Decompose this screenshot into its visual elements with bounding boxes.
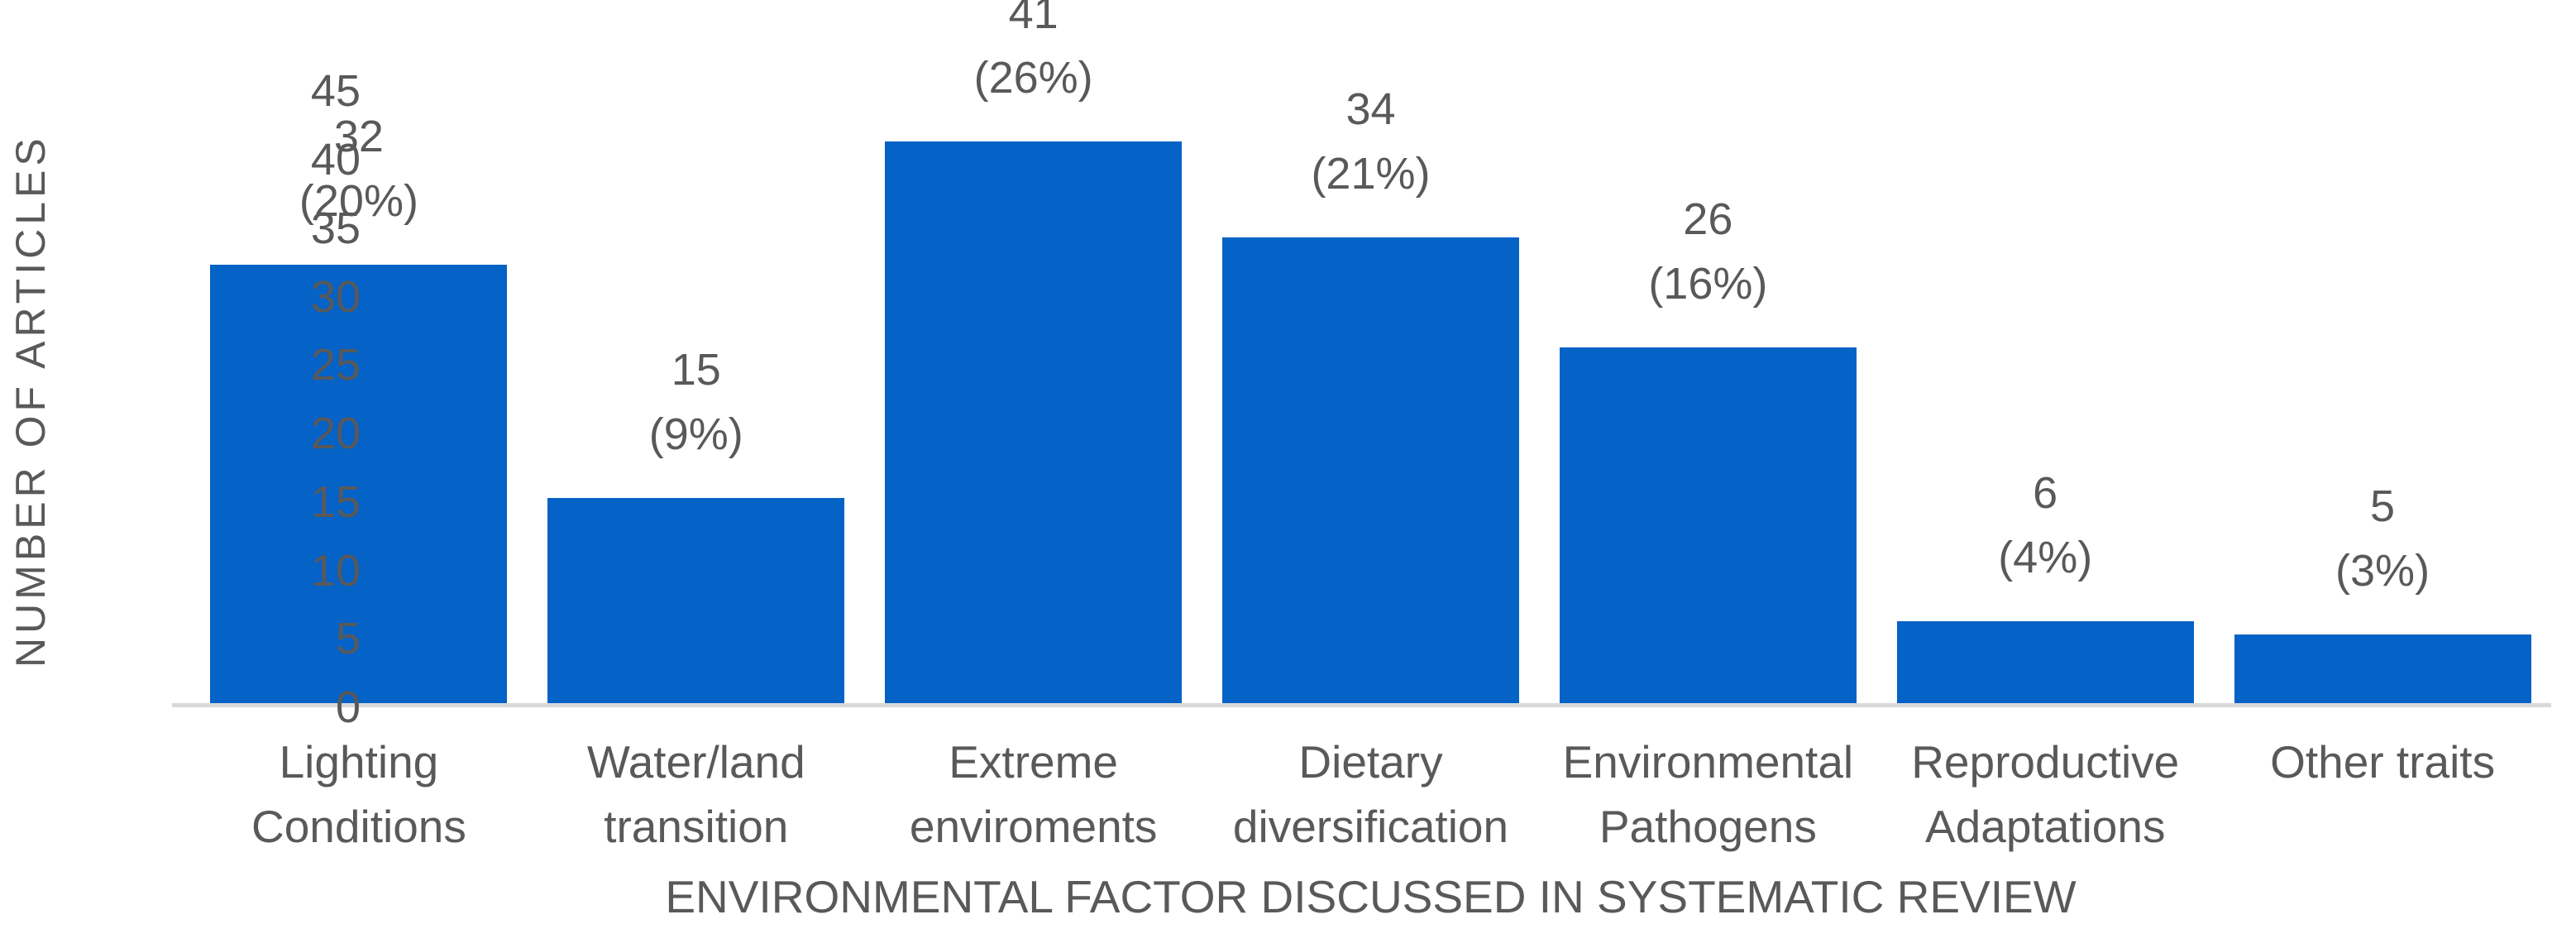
bar bbox=[1559, 347, 1857, 703]
bar-data-label: 41 (26%) bbox=[865, 0, 1202, 110]
x-category-label: Other traits bbox=[2214, 730, 2551, 859]
bar bbox=[210, 265, 508, 703]
x-category-label-line: Environmental bbox=[1562, 736, 1854, 788]
bar bbox=[1222, 237, 1519, 703]
bar bbox=[885, 141, 1183, 703]
bar-slot: 6 (4%) bbox=[1876, 0, 2214, 703]
y-tick-label: 10 bbox=[310, 545, 361, 596]
bar-count-label: 6 bbox=[2033, 467, 2058, 518]
bar-count-label: 26 bbox=[1683, 194, 1733, 244]
x-category-label: Reproductive Adaptations bbox=[1876, 730, 2214, 859]
bar-data-label: 15 (9%) bbox=[528, 338, 865, 467]
x-category-label-line: Dietary bbox=[1298, 736, 1443, 788]
y-tick-label: 35 bbox=[310, 203, 361, 253]
bar-percent-label: (3%) bbox=[2335, 546, 2430, 596]
x-category-label-line: Water/land bbox=[586, 736, 805, 788]
x-category-label: Dietary diversification bbox=[1202, 730, 1540, 859]
bar-slot: 26 (16%) bbox=[1539, 0, 1876, 703]
bar-percent-label: (21%) bbox=[1311, 149, 1431, 199]
y-tick-label: 20 bbox=[310, 409, 361, 458]
y-axis-title: NUMBER OF ARTICLES bbox=[7, 134, 54, 668]
bar-slot: 32 (20%) bbox=[190, 0, 528, 703]
y-tick-label: 30 bbox=[310, 271, 361, 322]
x-category-label: Lighting Conditions bbox=[190, 730, 528, 859]
y-tick-label: 25 bbox=[310, 340, 361, 390]
bar-percent-label: (4%) bbox=[1998, 532, 2093, 582]
y-tick-label: 45 bbox=[310, 66, 361, 117]
x-category-label-line: enviroments bbox=[909, 801, 1158, 852]
y-axis-tick-labels: 0 5 10 15 20 25 30 35 40 45 bbox=[263, 0, 361, 732]
x-axis-category-labels: Lighting Conditions Water/land transition Ex… bbox=[190, 730, 2551, 859]
x-category-label-line: Other traits bbox=[2270, 736, 2496, 788]
bar-count-label: 15 bbox=[671, 344, 721, 395]
x-axis-line bbox=[172, 703, 2551, 707]
x-category-label: Water/land transition bbox=[528, 730, 865, 859]
bar-data-label: 5 (3%) bbox=[2214, 474, 2551, 603]
bar-percent-label: (9%) bbox=[648, 409, 743, 459]
bar bbox=[1896, 620, 2194, 703]
x-category-label-line: Lighting bbox=[279, 736, 439, 788]
bar bbox=[2234, 634, 2531, 703]
bar-slot: 41 (26%) bbox=[865, 0, 1202, 703]
x-category-label-line: Pathogens bbox=[1599, 801, 1817, 852]
bar-data-label: 26 (16%) bbox=[1539, 187, 1876, 316]
bar-percent-label: (20%) bbox=[299, 176, 418, 227]
bar-count-label: 5 bbox=[2370, 481, 2396, 532]
plot-area: 0 5 10 15 20 25 30 35 40 45 32 (20%) 15 (9%) 41 (26%) 3… bbox=[172, 0, 2551, 732]
bar bbox=[547, 497, 845, 703]
x-category-label-line: Conditions bbox=[251, 801, 466, 852]
bar-slot: 15 (9%) bbox=[528, 0, 865, 703]
x-category-label-line: diversification bbox=[1232, 801, 1509, 852]
bar-slot: 34 (21%) bbox=[1202, 0, 1540, 703]
bar-count-label: 34 bbox=[1345, 84, 1396, 135]
bar-data-label: 32 (20%) bbox=[190, 104, 528, 233]
bar-count-label: 32 bbox=[333, 112, 384, 162]
x-category-label-line: Adaptations bbox=[1924, 801, 2166, 852]
x-axis-title: ENVIRONMENTAL FACTOR DISCUSSED IN SYSTEM… bbox=[665, 871, 2077, 922]
y-tick-label: 5 bbox=[335, 614, 361, 664]
x-category-label: Extreme enviroments bbox=[865, 730, 1202, 859]
y-tick-label: 15 bbox=[310, 476, 361, 527]
bar-data-label: 6 (4%) bbox=[1876, 461, 2214, 590]
x-category-label-line: Extreme bbox=[949, 736, 1119, 788]
bar-slot: 5 (3%) bbox=[2214, 0, 2551, 703]
bars-container: 32 (20%) 15 (9%) 41 (26%) 34 (21%) 26 (16%) 6 (4%) 5… bbox=[190, 0, 2551, 703]
bar-count-label: 41 bbox=[1008, 0, 1059, 39]
y-tick-label: 0 bbox=[335, 682, 361, 732]
y-tick-label: 40 bbox=[310, 135, 361, 184]
bar-percent-label: (26%) bbox=[973, 53, 1093, 103]
x-category-label-line: Reproductive bbox=[1911, 736, 2180, 788]
bar-percent-label: (16%) bbox=[1648, 258, 1768, 309]
x-category-label-line: transition bbox=[604, 801, 789, 852]
x-category-label: Environmental Pathogens bbox=[1539, 730, 1876, 859]
bar-data-label: 34 (21%) bbox=[1202, 77, 1540, 206]
